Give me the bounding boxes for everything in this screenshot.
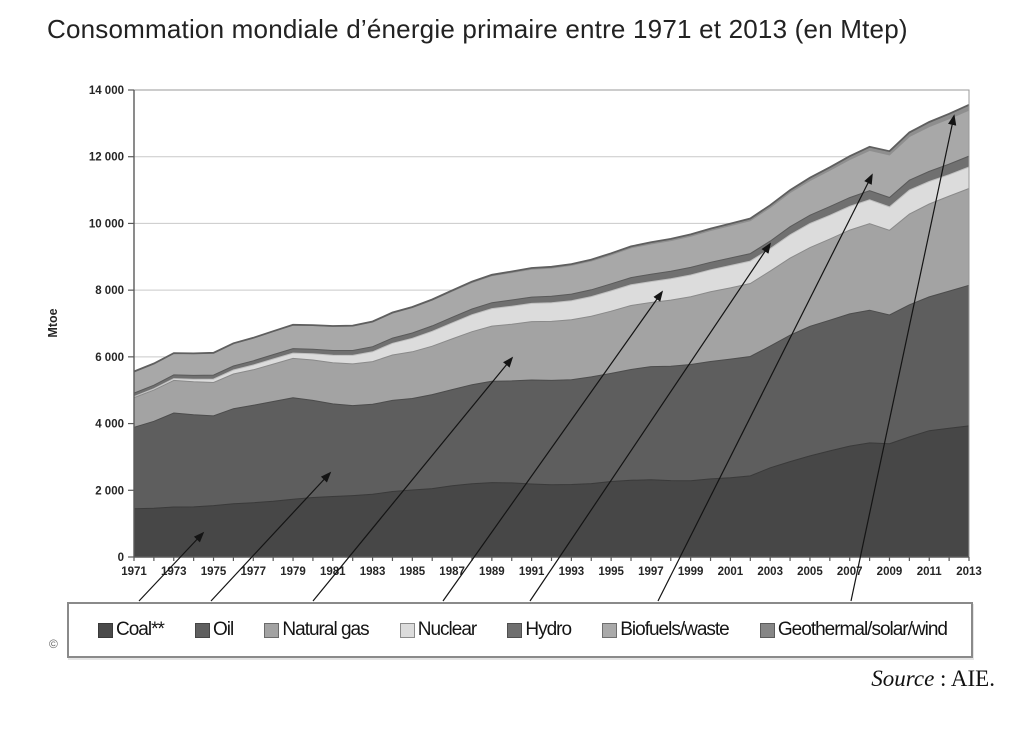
legend-item-coal: Coal** xyxy=(98,619,165,641)
chart-title: Consommation mondiale d’énergie primaire… xyxy=(47,14,908,44)
arrow-nuclear-band xyxy=(442,290,664,602)
x-tick-label: 1991 xyxy=(519,566,545,578)
y-tick-label: 8 000 xyxy=(95,285,124,297)
x-tick-label: 2009 xyxy=(877,566,903,578)
x-tick-label: 1983 xyxy=(360,566,386,578)
legend: Coal** Oil Natural gas Nuclear Hydro Biofuels… xyxy=(67,602,973,658)
legend-label-hydro: Hydro xyxy=(525,619,572,640)
legend-item-nuclear: Nuclear xyxy=(399,619,477,641)
band-boundary-2 xyxy=(133,188,970,399)
legend-label-nuclear: Nuclear xyxy=(417,619,477,640)
arrow-hydro-band xyxy=(529,242,772,602)
band-boundary-6 xyxy=(133,103,970,373)
x-tick-label: 2013 xyxy=(956,566,982,578)
coal-band xyxy=(134,425,969,557)
legend-item-natural-gas: Natural gas xyxy=(264,619,370,641)
legend-item-biofuels-waste: Biofuels/waste xyxy=(602,619,730,641)
y-tick-label: 2 000 xyxy=(95,485,124,497)
y-tick-label: 12 000 xyxy=(89,152,124,164)
x-tick-label: 2007 xyxy=(837,566,863,578)
legend-item-geothermal-solar-wind: Geothermal/solar/wind xyxy=(759,619,948,641)
y-axis-title: Mtoe xyxy=(46,308,60,337)
source-note: Source : AIE. xyxy=(871,666,995,692)
x-tick-label: 1987 xyxy=(439,566,465,578)
x-tick-label: 2001 xyxy=(718,566,744,578)
x-tick-label: 1971 xyxy=(121,566,147,578)
y-tick-label: 6 000 xyxy=(95,352,124,364)
x-tick-label: 1975 xyxy=(201,566,227,578)
y-tick-label: 0 xyxy=(118,552,124,564)
legend-label-natural-gas: Natural gas xyxy=(282,619,369,640)
biofuels-waste-band xyxy=(134,110,969,394)
x-tick-label: 1989 xyxy=(479,566,505,578)
x-tick-label: 1985 xyxy=(400,566,426,578)
source-label: Source xyxy=(871,666,935,691)
natural-gas-band xyxy=(134,188,969,428)
legend-swatch-nuclear xyxy=(399,622,415,638)
x-tick-label: 1993 xyxy=(559,566,585,578)
band-boundary-3 xyxy=(133,166,970,398)
source-value: : AIE. xyxy=(934,666,995,691)
legend-label-geothermal-solar-wind: Geothermal/solar/wind xyxy=(777,619,948,640)
y-tick-label: 10 000 xyxy=(89,218,124,230)
arrow-oil-band xyxy=(210,471,332,602)
legend-label-oil: Oil xyxy=(213,619,234,640)
x-tick-label: 2003 xyxy=(757,566,783,578)
legend-label-biofuels-waste: Biofuels/waste xyxy=(620,619,730,640)
x-tick-label: 1977 xyxy=(240,566,266,578)
legend-item-oil: Oil xyxy=(195,619,234,641)
legend-swatch-biofuels-waste xyxy=(602,622,618,638)
oil-band xyxy=(134,285,969,509)
x-tick-label: 1979 xyxy=(280,566,306,578)
arrow-biofuels-waste-band xyxy=(657,173,873,602)
copyright-symbol: © xyxy=(49,637,58,651)
arrow-coal-band xyxy=(138,531,205,602)
x-tick-label: 1995 xyxy=(598,566,624,578)
legend-swatch-coal xyxy=(98,622,113,638)
x-tick-label: 1997 xyxy=(638,566,664,578)
legend-label-coal: Coal** xyxy=(116,619,165,640)
band-boundary-1 xyxy=(133,284,970,428)
legend-swatch-geothermal-solar-wind xyxy=(759,622,775,638)
y-tick-label: 4 000 xyxy=(95,419,124,431)
legend-item-hydro: Hydro xyxy=(507,619,572,641)
y-tick-label: 14 000 xyxy=(89,85,124,97)
legend-swatch-hydro xyxy=(507,622,523,638)
legend-swatch-oil xyxy=(195,622,211,638)
band-boundary-4 xyxy=(133,155,970,394)
x-tick-label: 2011 xyxy=(917,566,943,578)
x-tick-label: 2005 xyxy=(797,566,823,578)
arrow-geothermal-solar-wind-band xyxy=(850,114,957,602)
x-tick-label: 1973 xyxy=(161,566,187,578)
legend-swatch-natural-gas xyxy=(264,622,280,638)
x-tick-label: 1999 xyxy=(678,566,704,578)
band-boundary-0 xyxy=(133,425,970,510)
arrow-natural-gas-band xyxy=(312,356,514,602)
